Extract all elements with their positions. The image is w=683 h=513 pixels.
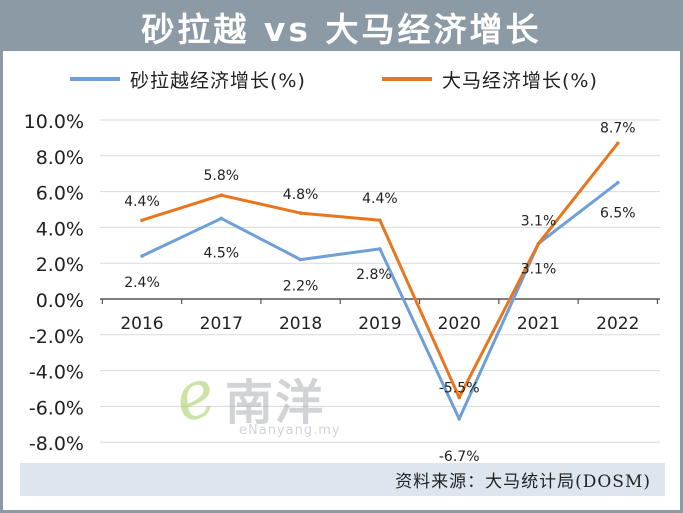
data-label-1: -5.5%	[439, 380, 480, 396]
data-label-1: 4.4%	[362, 191, 398, 207]
data-label-1: 5.8%	[204, 168, 240, 184]
y-tick-label: -2.0%	[29, 326, 84, 348]
data-point-1	[378, 218, 382, 223]
source-note: 资料来源：大马统计局(DOSM)	[20, 463, 665, 496]
data-point-1	[616, 141, 620, 146]
x-tick-label: 2019	[358, 314, 401, 334]
legend-item-malaysia: 大马经济增长(%)	[382, 64, 598, 94]
data-point-1	[536, 241, 541, 246]
data-point-0	[298, 257, 303, 262]
x-tick-label: 2018	[279, 314, 322, 334]
x-tick-label: 2022	[596, 314, 639, 334]
legend-swatch-malaysia	[382, 77, 432, 81]
data-point-0	[219, 216, 224, 221]
data-label-0: 2.8%	[356, 267, 392, 283]
data-label-0: 2.4%	[124, 275, 160, 291]
data-point-1	[457, 395, 462, 400]
y-tick-label: 8.0%	[36, 147, 84, 169]
data-point-1	[298, 211, 303, 215]
legend: 砂拉越经济增长(%) 大马经济增长(%)	[0, 64, 683, 94]
data-point-0	[457, 417, 462, 421]
x-tick-label: 2016	[120, 314, 163, 334]
x-tick-label: 2017	[200, 314, 243, 334]
y-tick-label: 0.0%	[36, 290, 84, 312]
legend-item-sarawak: 砂拉越经济增长(%)	[70, 64, 306, 94]
data-point-0	[140, 254, 144, 258]
y-tick-label: -8.0%	[29, 433, 84, 455]
y-tick-label: -4.0%	[29, 362, 84, 384]
data-label-1: 8.7%	[600, 120, 636, 136]
legend-label-malaysia: 大马经济增长(%)	[442, 69, 598, 92]
data-label-0: -6.7%	[439, 449, 480, 465]
data-label-1: 4.8%	[283, 187, 319, 203]
y-tick-label: -6.0%	[29, 397, 84, 419]
data-point-1	[140, 218, 144, 223]
y-tick-label: 10.0%	[24, 111, 84, 133]
data-label-1: 4.4%	[124, 194, 160, 210]
data-label-0: 4.5%	[204, 245, 240, 261]
chart-title: 砂拉越 vs 大马经济增长	[3, 3, 680, 51]
data-label-0: 3.1%	[521, 262, 557, 278]
y-tick-label: 6.0%	[36, 183, 84, 205]
y-tick-label: 2.0%	[36, 254, 84, 276]
data-point-1	[219, 193, 224, 197]
legend-swatch-sarawak	[70, 77, 120, 81]
x-tick-label: 2020	[438, 314, 481, 334]
y-tick-label: 4.0%	[36, 218, 84, 240]
data-label-1: 3.1%	[521, 214, 557, 230]
data-point-0	[616, 180, 620, 185]
legend-label-sarawak: 砂拉越经济增长(%)	[130, 69, 306, 92]
data-point-0	[378, 247, 382, 251]
data-label-0: 2.2%	[283, 279, 319, 295]
x-tick-label: 2021	[517, 314, 560, 334]
data-label-0: 6.5%	[600, 206, 636, 222]
